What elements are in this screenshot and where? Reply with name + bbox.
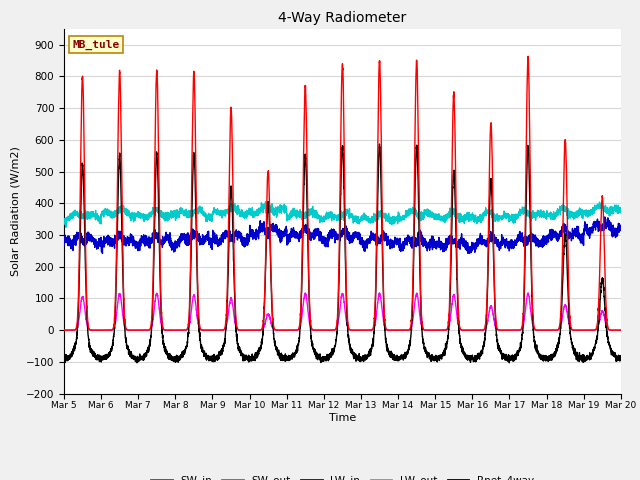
Title: 4-Way Radiometer: 4-Way Radiometer: [278, 11, 406, 25]
X-axis label: Time: Time: [329, 413, 356, 423]
Legend: SW_in, SW_out, LW_in, LW_out, Rnet_4way: SW_in, SW_out, LW_in, LW_out, Rnet_4way: [147, 471, 538, 480]
Y-axis label: Solar Radiation (W/m2): Solar Radiation (W/m2): [10, 146, 20, 276]
Text: MB_tule: MB_tule: [72, 40, 120, 50]
